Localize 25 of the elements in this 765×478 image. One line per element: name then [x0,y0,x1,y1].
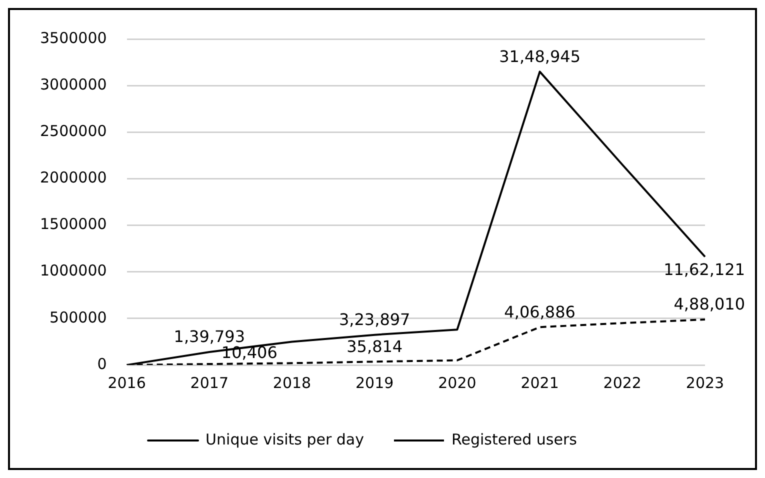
y-tick-label: 0 [97,354,107,373]
data-label: 4,88,010 [674,294,745,314]
x-tick-label: 2020 [438,374,476,392]
data-label: 35,814 [346,336,403,356]
y-tick-label: 1000000 [40,262,107,280]
data-label: 1,39,793 [174,327,246,346]
x-tick-label: 2018 [272,374,312,392]
x-tick-label: 2021 [520,374,559,392]
legend-label: Registered users [451,430,578,448]
data-label: 31,48,945 [499,46,581,66]
y-tick-label: 2000000 [40,168,107,187]
y-tick-label: 1500000 [40,215,107,234]
x-tick-label: 2017 [190,374,228,392]
y-tick-label: 2500000 [40,122,107,140]
y-tick-label: 3000000 [40,75,107,94]
x-tick-label: 2019 [356,374,394,392]
x-tick-label: 2016 [108,374,146,392]
legend-label: Unique visits per day [206,430,364,448]
data-label: 3,23,897 [338,310,410,329]
x-tick-label: 2023 [686,374,724,392]
data-label: 4,06,886 [504,302,576,322]
y-tick-label: 500000 [50,308,107,326]
x-tick-label: 2022 [603,374,642,392]
y-tick-label: 3500000 [40,28,107,47]
data-label: 11,62,121 [664,260,745,279]
